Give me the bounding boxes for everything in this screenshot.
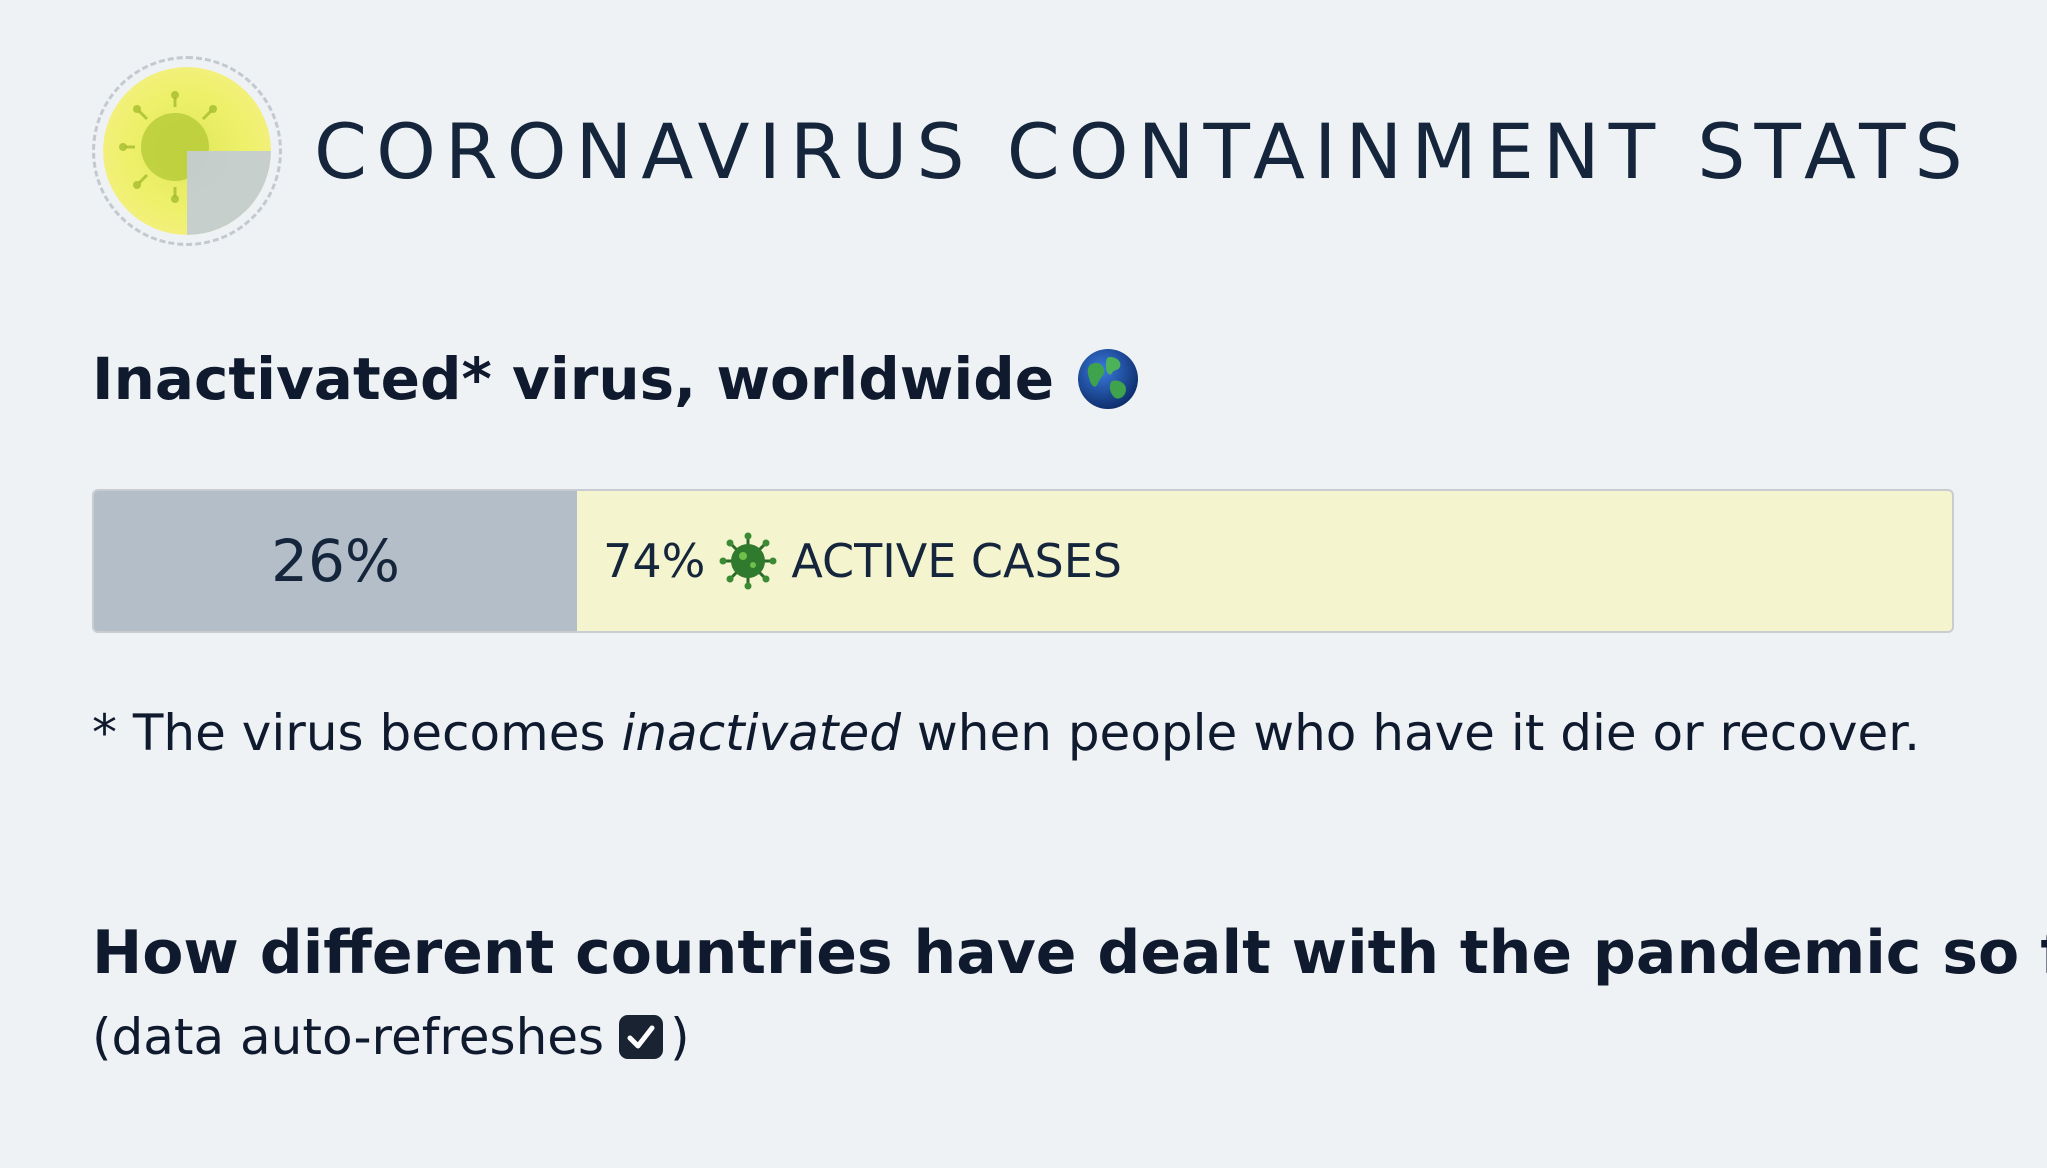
countries-heading: How different countries have dealt with …	[92, 918, 2047, 988]
inactivation-footnote: * The virus becomes inactivated when peo…	[92, 704, 1920, 762]
subnote-prefix: (data auto-refreshes	[92, 1008, 605, 1066]
active-segment: 74%	[577, 491, 1952, 631]
active-cases-label: ACTIVE CASES	[791, 534, 1122, 588]
inactivated-progress-bar: 26% 74%	[92, 489, 1954, 633]
active-percent-label: 74%	[603, 534, 706, 588]
inactive-percent-label: 26%	[271, 527, 400, 595]
footnote-prefix: * The virus becomes	[92, 704, 622, 762]
globe-icon	[1076, 347, 1140, 411]
inactivated-heading-text: Inactivated* virus, worldwide	[92, 345, 1055, 413]
inactivated-heading: Inactivated* virus, worldwide	[92, 345, 1140, 413]
virus-pie-logo-icon	[92, 56, 282, 246]
inactive-segment: 26%	[94, 491, 578, 631]
subnote-suffix: )	[670, 1008, 690, 1066]
checkbox-checked-icon	[618, 1014, 664, 1060]
page-header: CORONAVIRUS CONTAINMENT STATS	[92, 56, 1972, 246]
footnote-emphasis: inactivated	[621, 704, 901, 762]
auto-refresh-note: (data auto-refreshes )	[92, 1008, 690, 1066]
footnote-suffix: when people who have it die or recover.	[901, 704, 1921, 762]
page-title: CORONAVIRUS CONTAINMENT STATS	[314, 106, 1972, 196]
virus-icon	[719, 532, 777, 590]
